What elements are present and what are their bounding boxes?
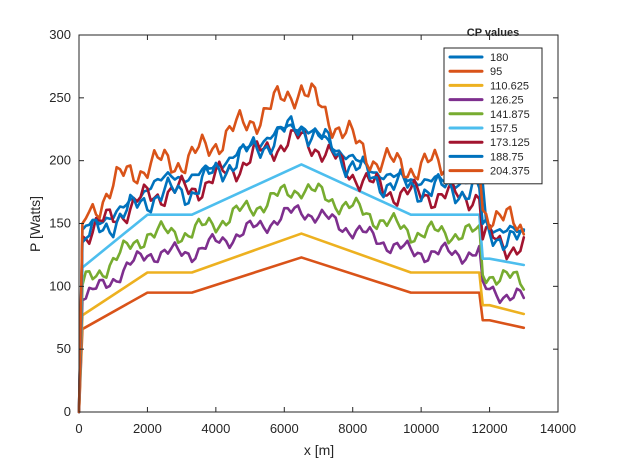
x-tick-label: 10000 (403, 421, 439, 436)
legend-label-126-25: 126.25 (490, 95, 524, 107)
x-tick-label: 6000 (270, 421, 299, 436)
y-axis-label: P [Watts] (27, 196, 43, 252)
legend-label-157-5: 157.5 (490, 123, 518, 135)
axes: 0 2000 4000 6000 8000 10000 12000 14000 0 50 100 15… (49, 27, 576, 436)
series-line-110-625 (77, 232, 526, 414)
y-tick-label: 0 (64, 404, 71, 419)
legend-label-204-375: 204.375 (490, 166, 530, 178)
legend-label-180: 180 (490, 52, 508, 64)
legend-label-141-875: 141.875 (490, 109, 530, 121)
y-tick-label: 200 (49, 153, 71, 168)
x-tick-label: 8000 (338, 421, 367, 436)
y-tick-label: 250 (49, 90, 71, 105)
legend-label-95: 95 (490, 66, 502, 78)
series-line-157-5 (77, 163, 526, 414)
series-line-126-25 (77, 204, 526, 414)
x-tick-label: 4000 (201, 421, 230, 436)
y-tick-label: 150 (49, 216, 71, 231)
legend-label-188-75: 188.75 (490, 151, 524, 163)
x-axis-label: x [m] (304, 442, 334, 458)
legend-title: CP values (467, 27, 519, 39)
series-line-95 (77, 256, 526, 414)
y-tick-label: 100 (49, 278, 71, 293)
series-line-141-875 (77, 182, 526, 414)
legend: CP values 180 95 110.625 126.25 141.875 157.5 1… (443, 27, 543, 185)
x-tick-label: 14000 (540, 421, 576, 436)
x-tick-label: 2000 (133, 421, 162, 436)
x-tick-label: 12000 (471, 421, 507, 436)
plot-area (77, 82, 526, 414)
legend-label-173-125: 173.125 (490, 137, 530, 149)
x-tick-label: 0 (75, 421, 82, 436)
y-tick-label: 300 (49, 27, 71, 42)
legend-label-110-625: 110.625 (490, 80, 529, 92)
y-tick-label: 50 (57, 341, 71, 356)
